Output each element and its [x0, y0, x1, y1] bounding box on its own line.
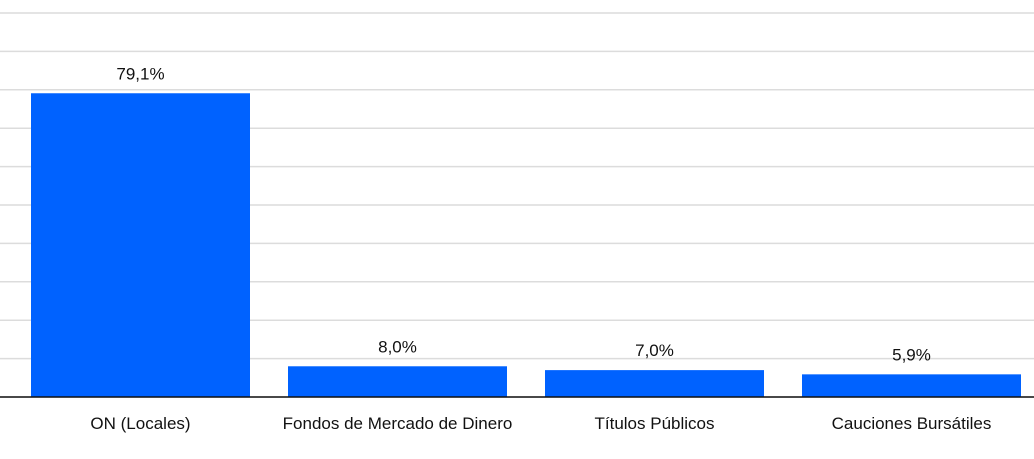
bar	[802, 374, 1021, 397]
bar	[545, 370, 764, 397]
x-tick-label: Cauciones Bursátiles	[831, 414, 992, 433]
data-label: 8,0%	[378, 337, 417, 356]
data-label: 79,1%	[116, 64, 164, 83]
bar	[288, 366, 507, 397]
bar	[31, 93, 250, 398]
data-label: 7,0%	[635, 341, 674, 360]
x-tick-label: Fondos de Mercado de Dinero	[282, 414, 513, 433]
x-tick-label: Títulos Públicos	[594, 414, 715, 433]
data-label: 5,9%	[892, 345, 931, 364]
x-tick-label: ON (Locales)	[90, 414, 191, 433]
